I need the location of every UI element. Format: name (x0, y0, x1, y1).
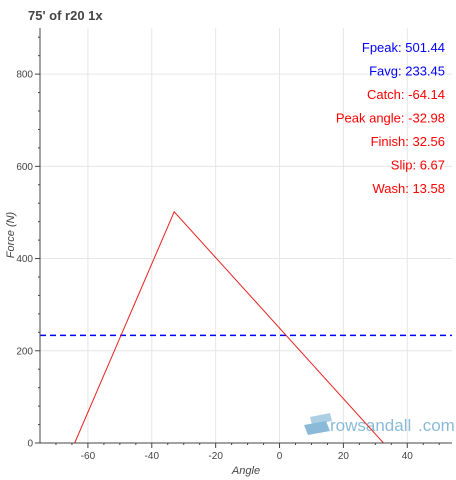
stat-annotation: Favg: 233.45 (369, 64, 445, 79)
stat-annotation: Finish: 32.56 (371, 134, 445, 149)
logo-blade-shape (310, 413, 332, 425)
y-tick-label: 200 (16, 346, 33, 357)
x-tick-label: 40 (402, 451, 414, 462)
stat-annotation: Peak angle: -32.98 (336, 111, 445, 126)
stat-annotations: Fpeak: 501.44 Favg: 233.45 Catch: -64.14 Pe… (336, 40, 445, 196)
x-tick-label: 0 (277, 451, 283, 462)
stat-annotation: Catch: -64.14 (367, 87, 445, 102)
x-tick-label: -20 (208, 451, 223, 462)
rowsandall-logo-icon (304, 413, 332, 435)
chart-title: 75' of r20 1x (28, 8, 103, 23)
logo-blade-shape (304, 421, 330, 435)
y-axis-label: Force (N) (5, 211, 17, 258)
plot-series (40, 210, 452, 444)
y-tick-label: 0 (27, 439, 33, 450)
y-tick-label: 800 (16, 70, 33, 81)
y-tick-label: 600 (16, 162, 33, 173)
x-tick-label: -60 (81, 451, 96, 462)
x-axis-label: Angle (231, 465, 260, 477)
stat-annotation: Fpeak: 501.44 (362, 40, 445, 55)
x-tick-label: -40 (145, 451, 160, 462)
force-curve-line (74, 210, 384, 444)
watermark-text: rowsandall (330, 416, 411, 435)
rowsandall-watermark: rowsandall .com (304, 413, 455, 435)
watermark-suffix: .com (418, 416, 455, 435)
x-tick-label: 20 (338, 451, 350, 462)
y-tick-label: 400 (16, 254, 33, 265)
stat-annotation: Wash: 13.58 (372, 181, 445, 196)
stat-annotation: Slip: 6.67 (391, 158, 445, 173)
